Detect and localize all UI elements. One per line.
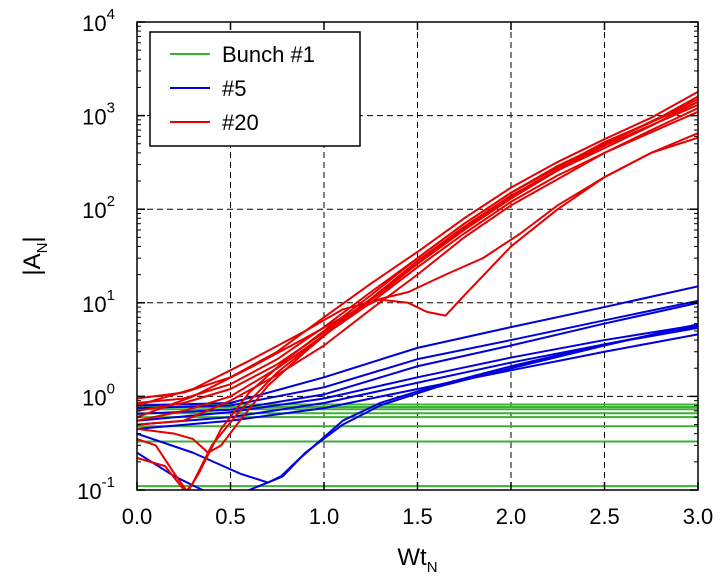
series-line <box>248 325 698 490</box>
legend: Bunch #1 #5 #20 <box>149 31 361 147</box>
x-tick-label: 2.5 <box>589 504 620 529</box>
y-tick-label: 103 <box>82 100 115 130</box>
series-line <box>137 132 698 407</box>
series-line <box>137 299 698 410</box>
x-tick-label: 1.0 <box>309 504 340 529</box>
y-axis-label: |AN| <box>19 236 51 275</box>
x-tick-label: 1.5 <box>402 504 433 529</box>
series-line <box>137 285 698 407</box>
y-tick-label: 102 <box>82 193 115 223</box>
series-line <box>137 323 698 422</box>
x-tick-label: 0.0 <box>122 504 153 529</box>
series-line <box>137 323 698 484</box>
legend-label: #5 <box>222 76 246 101</box>
x-axis-label: WtN <box>397 544 437 576</box>
series-line <box>137 98 698 454</box>
y-tick-label: 100 <box>82 380 115 410</box>
y-tick-label: 10-1 <box>77 474 115 504</box>
legend-label: #20 <box>222 110 259 135</box>
series-line <box>137 136 698 419</box>
x-tick-label: 3.0 <box>683 504 714 529</box>
series-layer <box>137 90 698 490</box>
legend-label: Bunch #1 <box>222 42 315 67</box>
axes: 0.0 0.5 1.0 1.5 2.0 2.5 3.0 10-1 100 101 102 103 104… <box>19 6 713 576</box>
y-tick-label: 101 <box>82 287 115 317</box>
series-line <box>137 110 698 426</box>
x-tick-label: 0.5 <box>215 504 246 529</box>
y-tick-label: 104 <box>82 6 115 36</box>
series-group <box>137 90 698 490</box>
series-line <box>137 333 698 430</box>
x-tick-label: 2.0 <box>496 504 527 529</box>
series-line <box>137 103 698 490</box>
series-line <box>137 301 698 415</box>
series-line <box>137 100 698 490</box>
